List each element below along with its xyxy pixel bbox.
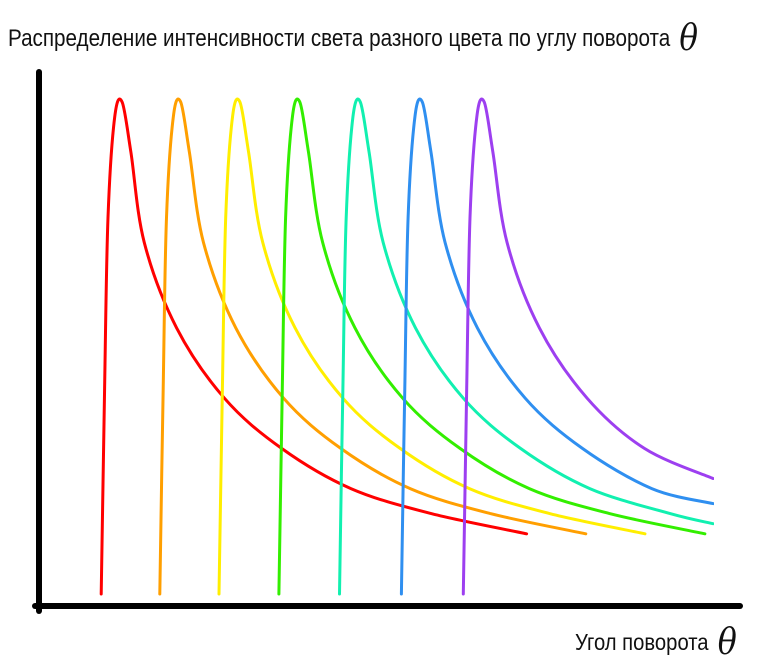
series-line-5: [338, 97, 714, 596]
x-axis-label-text: Угол поворота: [575, 629, 709, 655]
x-axis-label-theta-symbol: θ: [717, 622, 737, 663]
series-line-7: [461, 97, 714, 596]
series-line-1: [99, 97, 529, 596]
x-axis-label: Угол поворота θ: [575, 618, 737, 663]
chart-title: Распределение интенсивности света разног…: [8, 14, 698, 59]
series-line-2: [158, 97, 588, 596]
series-line-4: [277, 97, 707, 596]
series-layer: [99, 97, 714, 596]
chart-title-text: Распределение интенсивности света разног…: [8, 25, 671, 52]
series-line-3: [217, 97, 647, 596]
chart-title-theta-symbol: θ: [679, 18, 699, 59]
series-line-6: [399, 97, 714, 596]
